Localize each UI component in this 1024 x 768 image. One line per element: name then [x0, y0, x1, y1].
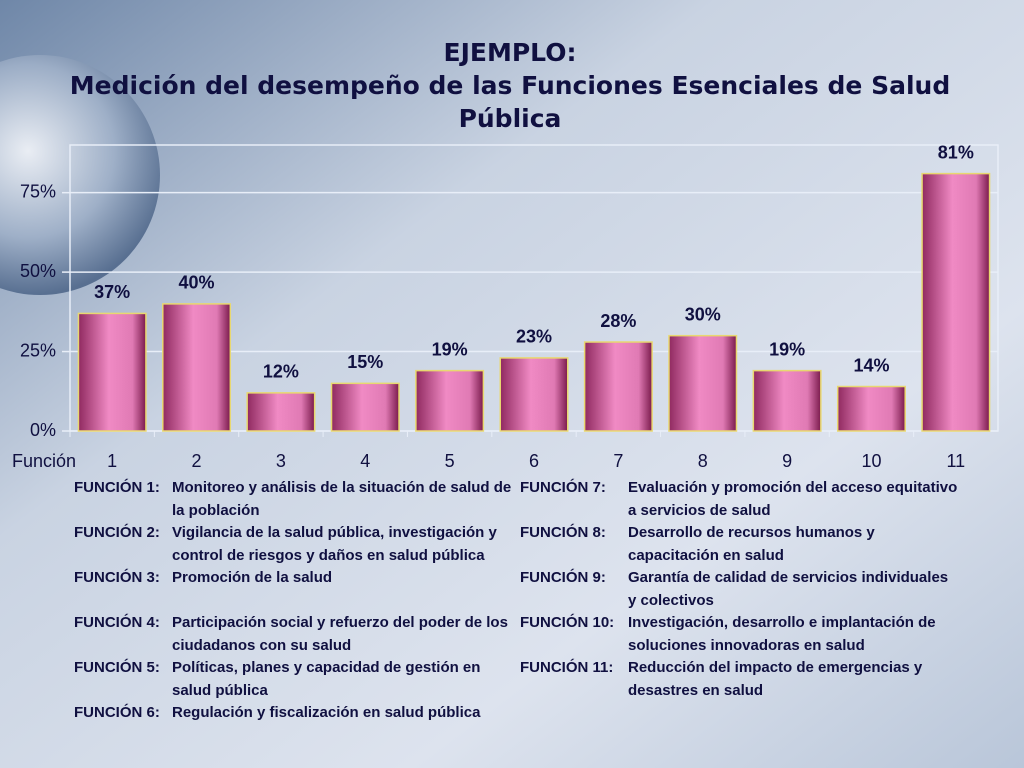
bar — [77, 312, 147, 432]
x-axis-label: Función — [12, 451, 76, 471]
function-label: FUNCIÓN 7: — [520, 479, 606, 496]
value-label: 81% — [938, 142, 974, 162]
x-tick-label: 4 — [360, 451, 370, 471]
value-label: 19% — [432, 339, 468, 359]
bar — [583, 341, 653, 432]
function-label: FUNCIÓN 2: — [74, 524, 160, 541]
value-label: 19% — [769, 339, 805, 359]
function-text: Desarrollo de recursos humanos y capacit… — [628, 524, 875, 564]
function-label: FUNCIÓN 9: — [520, 569, 606, 586]
function-text: Evaluación y promoción del acceso equita… — [628, 479, 958, 519]
function-text: Participación social y refuerzo del pode… — [172, 614, 508, 654]
bar — [499, 357, 569, 432]
bar — [415, 369, 485, 432]
function-label: FUNCIÓN 6: — [74, 704, 160, 721]
chart-subtitle: Medición del desempeño de las Funciones … — [69, 71, 951, 133]
bar — [330, 382, 400, 432]
bar — [246, 392, 316, 432]
y-tick-label: 0% — [30, 420, 56, 440]
x-tick-label: 3 — [276, 451, 286, 471]
x-tick-label: 9 — [782, 451, 792, 471]
function-text: Garantía de calidad de servicios individ… — [628, 569, 949, 609]
function-label: FUNCIÓN 3: — [74, 569, 160, 586]
bar — [836, 385, 906, 432]
globe — [0, 55, 160, 295]
value-label: 40% — [179, 273, 215, 293]
value-label: 37% — [94, 282, 130, 302]
bar — [162, 303, 232, 432]
bar — [752, 369, 822, 432]
function-label: FUNCIÓN 11: — [520, 659, 614, 676]
x-tick-label: 10 — [861, 451, 881, 471]
bar — [668, 334, 738, 432]
y-tick-label: 75% — [20, 181, 56, 201]
function-text: Regulación y fiscalización en salud públ… — [172, 704, 481, 721]
x-tick-label: 2 — [192, 451, 202, 471]
x-tick-label: 11 — [946, 451, 965, 471]
bar — [921, 172, 991, 432]
function-text: Vigilancia de la salud pública, investig… — [172, 524, 497, 564]
spacer — [628, 702, 958, 725]
function-label: FUNCIÓN 10: — [520, 614, 615, 631]
function-notes: FUNCIÓN 1: Monitoreo y análisis de la sit… — [74, 477, 958, 725]
function-label: FUNCIÓN 1: — [74, 479, 160, 496]
spacer — [520, 702, 628, 725]
value-label: 28% — [600, 311, 636, 331]
function-label: FUNCIÓN 4: — [74, 614, 160, 631]
value-label: 14% — [853, 355, 889, 375]
x-tick-label: 1 — [107, 451, 117, 471]
x-tick-label: 8 — [698, 451, 708, 471]
function-text: Políticas, planes y capacidad de gestión… — [172, 659, 481, 699]
x-tick-label: 5 — [445, 451, 455, 471]
y-tick-label: 50% — [20, 261, 56, 281]
y-tick-label: 25% — [20, 340, 56, 360]
function-text: Investigación, desarrollo e implantación… — [628, 614, 936, 654]
title: EJEMPLO: Medición del desempeño de las F… — [60, 36, 960, 135]
function-label: FUNCIÓN 8: — [520, 524, 606, 541]
x-tick-label: 7 — [613, 451, 623, 471]
function-text: Promoción de la salud — [172, 569, 333, 586]
x-tick-label: 6 — [529, 451, 539, 471]
function-text: Monitoreo y análisis de la situación de … — [172, 479, 512, 519]
value-label: 30% — [685, 304, 721, 324]
function-label: FUNCIÓN 5: — [74, 659, 160, 676]
value-label: 23% — [516, 327, 552, 347]
function-text: Reducción del impacto de emergencias y d… — [628, 659, 923, 699]
value-label: 12% — [263, 362, 299, 382]
chart-title: EJEMPLO: — [443, 38, 577, 67]
value-label: 15% — [347, 352, 383, 372]
